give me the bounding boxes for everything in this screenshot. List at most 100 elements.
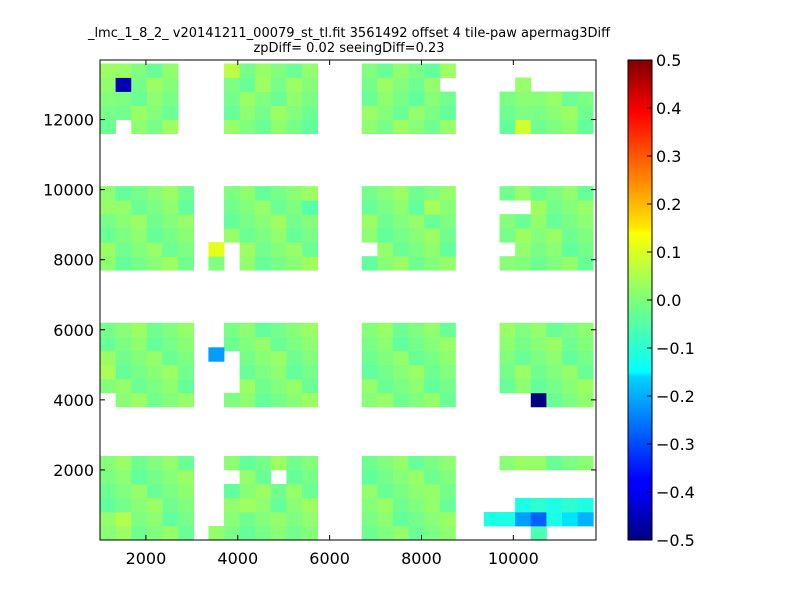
heatmap-cell <box>439 63 456 78</box>
heatmap-cell <box>361 455 378 471</box>
heatmap-cell <box>146 214 163 229</box>
heatmap-cell <box>146 256 163 271</box>
heatmap-cell <box>270 350 287 366</box>
heatmap-cell <box>562 511 579 527</box>
x-tick-label: 10000 <box>488 549 539 568</box>
heatmap-cell <box>361 497 378 513</box>
chart-title-line2: zpDiff= 0.02 seeingDiff=0.23 <box>253 41 444 56</box>
heatmap-cell <box>408 364 425 380</box>
heatmap-cell <box>131 200 148 215</box>
heatmap-cell <box>377 469 394 485</box>
heatmap-cell <box>499 228 516 243</box>
heatmap-cell <box>562 364 579 380</box>
heatmap-cell <box>499 322 516 338</box>
heatmap-cell <box>439 200 456 215</box>
heatmap-cell <box>424 378 441 394</box>
heatmap-cell <box>162 364 179 380</box>
heatmap-cell <box>302 256 319 271</box>
heatmap-cell <box>239 214 256 229</box>
heatmap-cell <box>408 336 425 352</box>
heatmap-cell <box>577 186 594 201</box>
heatmap-cell <box>146 364 163 380</box>
heatmap-cell <box>562 186 579 201</box>
heatmap-cell <box>255 497 272 513</box>
heatmap-cell <box>255 119 272 134</box>
heatmap-cell <box>408 525 425 541</box>
heatmap-cell <box>115 242 132 257</box>
heatmap-cell <box>178 322 195 338</box>
heatmap-cell <box>377 242 394 257</box>
heatmap-cell <box>178 214 195 229</box>
heatmap-cell <box>286 63 303 78</box>
colorbar-tick-label: −0.4 <box>656 483 695 502</box>
heatmap-cell <box>224 511 241 527</box>
heatmap-cell <box>361 77 378 92</box>
heatmap-cell <box>239 63 256 78</box>
heatmap-cell <box>408 483 425 499</box>
heatmap-cell <box>577 336 594 352</box>
heatmap-cell <box>239 256 256 271</box>
heatmap-cell <box>424 497 441 513</box>
heatmap-cell <box>577 392 594 408</box>
heatmap-cell <box>270 497 287 513</box>
heatmap-cell <box>546 105 563 120</box>
heatmap-cell <box>515 228 532 243</box>
heatmap-cell <box>270 91 287 106</box>
heatmap-cell <box>146 378 163 394</box>
heatmap-cell <box>393 364 410 380</box>
heatmap-cell <box>424 242 441 257</box>
heatmap-cell <box>115 63 132 78</box>
heatmap-cell <box>208 525 225 541</box>
heatmap-cell <box>239 350 256 366</box>
heatmap-cell <box>577 256 594 271</box>
heatmap-cell <box>286 378 303 394</box>
heatmap-cell <box>439 525 456 541</box>
heatmap-cell <box>178 242 195 257</box>
heatmap-cell <box>239 469 256 485</box>
heatmap-cell <box>100 378 117 394</box>
heatmap-cell <box>408 350 425 366</box>
heatmap-cell <box>393 119 410 134</box>
heatmap-cell <box>562 322 579 338</box>
heatmap-cell <box>424 119 441 134</box>
heatmap-cell <box>131 364 148 380</box>
heatmap-cell <box>439 364 456 380</box>
heatmap-cell <box>562 256 579 271</box>
heatmap-cell <box>255 378 272 394</box>
heatmap-cell <box>224 119 241 134</box>
heatmap-cell <box>224 483 241 499</box>
heatmap-cell <box>546 364 563 380</box>
heatmap-cell <box>224 77 241 92</box>
heatmap-cell <box>146 322 163 338</box>
heatmap-cell <box>255 322 272 338</box>
heatmap-cell <box>100 350 117 366</box>
heatmap-cell <box>408 77 425 92</box>
heatmap-cell <box>255 455 272 471</box>
heatmap-cell <box>530 214 547 229</box>
heatmap-cell <box>361 200 378 215</box>
heatmap-cell <box>546 256 563 271</box>
heatmap-cell <box>146 91 163 106</box>
y-tick-label: 4000 <box>53 391 94 410</box>
heatmap-cell <box>131 186 148 201</box>
heatmap-cell <box>302 91 319 106</box>
heatmap-cell <box>439 186 456 201</box>
heatmap-cell <box>393 455 410 471</box>
heatmap-cell <box>393 200 410 215</box>
heatmap-cell <box>439 497 456 513</box>
heatmap-cell <box>255 511 272 527</box>
heatmap-cell <box>530 336 547 352</box>
heatmap-cell <box>377 455 394 471</box>
heatmap-cell <box>286 91 303 106</box>
heatmap-cell <box>515 214 532 229</box>
heatmap-cell <box>239 364 256 380</box>
heatmap-cell <box>146 350 163 366</box>
heatmap-cell <box>115 497 132 513</box>
heatmap-cell <box>239 186 256 201</box>
heatmap-cell <box>302 392 319 408</box>
heatmap-cell <box>361 350 378 366</box>
heatmap-cell <box>162 483 179 499</box>
heatmap-cell <box>562 214 579 229</box>
heatmap-cell <box>224 63 241 78</box>
heatmap-cell <box>100 469 117 485</box>
